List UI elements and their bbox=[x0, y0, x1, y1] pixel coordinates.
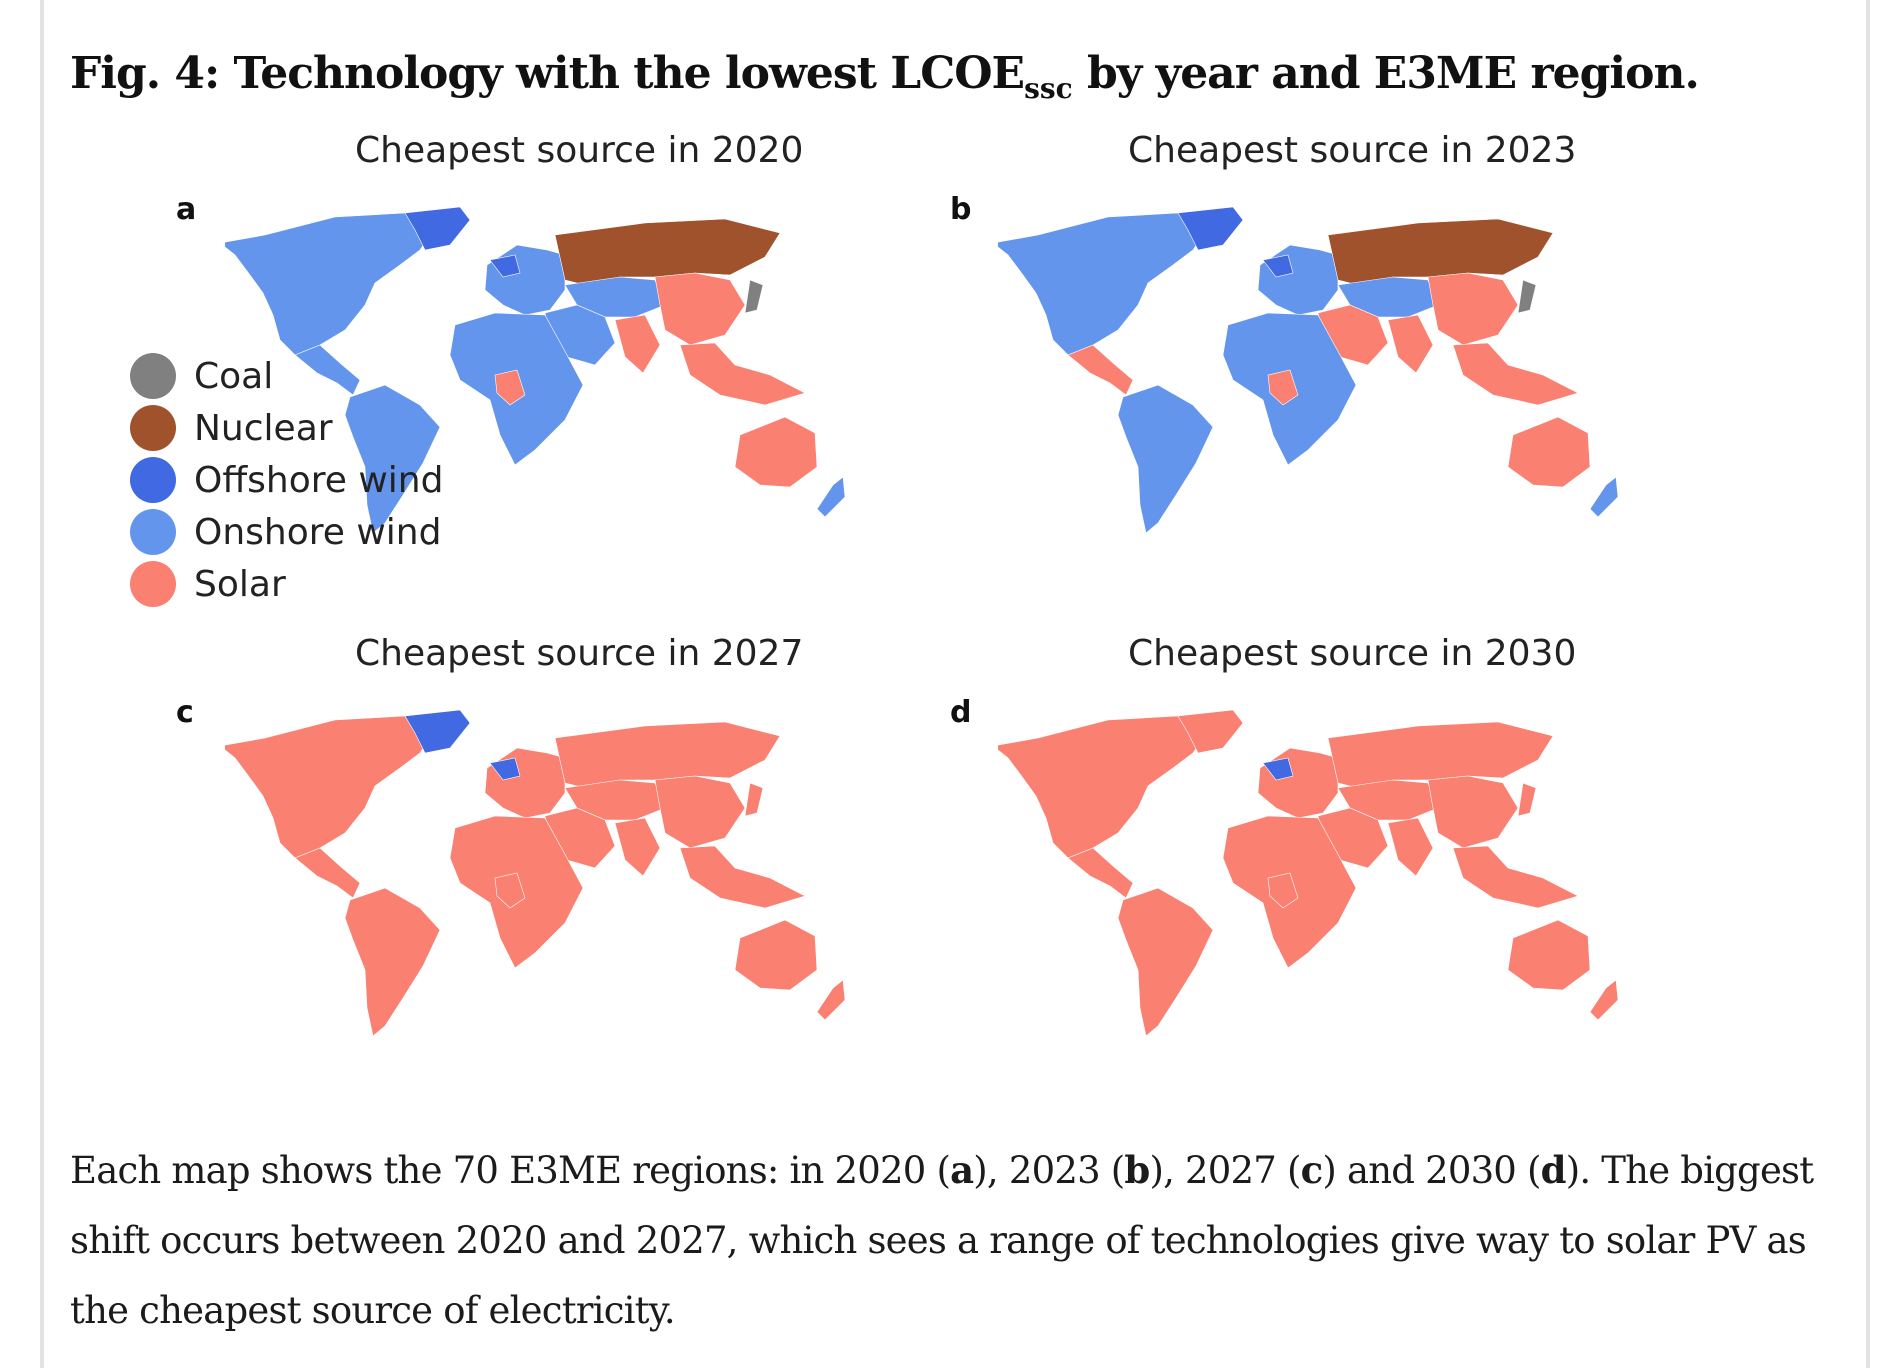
region-europe bbox=[484, 244, 566, 316]
region-north-america bbox=[225, 715, 436, 859]
region-north-america bbox=[998, 212, 1209, 356]
region-south-america bbox=[344, 384, 441, 534]
region-south-america bbox=[344, 887, 441, 1037]
region-north-sea bbox=[1262, 254, 1294, 278]
region-south-america bbox=[1117, 887, 1214, 1037]
region-greenland bbox=[1177, 709, 1244, 754]
region-southeast-asia bbox=[1452, 845, 1579, 909]
region-central-america bbox=[1067, 344, 1134, 396]
legend-label: Coal bbox=[194, 355, 274, 397]
legend-item-solar: Solar bbox=[130, 558, 443, 610]
region-north-sea bbox=[489, 254, 521, 278]
region-central-america bbox=[1067, 847, 1134, 899]
region-north-america bbox=[998, 715, 1209, 859]
region-australia bbox=[734, 919, 818, 991]
region-greenland bbox=[1177, 206, 1244, 251]
region-southern-central-africa bbox=[494, 872, 526, 909]
region-central-america bbox=[294, 344, 361, 396]
map-2030 bbox=[998, 709, 1619, 1037]
region-japan bbox=[744, 279, 764, 314]
panel-a-letter: a bbox=[176, 192, 197, 227]
nuclear-swatch-icon bbox=[130, 405, 176, 451]
coal-swatch-icon bbox=[130, 353, 176, 399]
legend-item-onshore-wind: Onshore wind bbox=[130, 506, 443, 558]
region-china bbox=[654, 775, 746, 849]
panel-d-letter: d bbox=[950, 695, 972, 730]
map-2027 bbox=[225, 709, 846, 1037]
region-new-zealand bbox=[816, 979, 846, 1021]
region-south-asia bbox=[614, 314, 661, 374]
legend-label: Onshore wind bbox=[194, 511, 442, 553]
region-china bbox=[654, 272, 746, 346]
region-greenland bbox=[404, 709, 471, 754]
legend-label: Offshore wind bbox=[194, 459, 444, 501]
region-japan bbox=[744, 782, 764, 817]
region-south-america bbox=[1117, 384, 1214, 534]
region-china bbox=[1427, 272, 1519, 346]
region-south-asia bbox=[1387, 314, 1434, 374]
legend-item-nuclear: Nuclear bbox=[130, 402, 443, 454]
offshore-wind-swatch-icon bbox=[130, 457, 176, 503]
region-north-sea bbox=[489, 757, 521, 781]
figure-caption: Each map shows the 70 E3ME regions: in 2… bbox=[70, 1148, 1814, 1332]
region-new-zealand bbox=[816, 476, 846, 518]
legend-label: Nuclear bbox=[194, 407, 333, 449]
region-europe bbox=[1257, 747, 1339, 819]
region-australia bbox=[734, 416, 818, 488]
region-southern-central-africa bbox=[1267, 369, 1299, 406]
region-southern-central-africa bbox=[494, 369, 526, 406]
region-russia bbox=[1327, 721, 1554, 789]
panel-b-letter: b bbox=[950, 192, 972, 227]
legend-item-offshore-wind: Offshore wind bbox=[130, 454, 443, 506]
region-southeast-asia bbox=[679, 845, 806, 909]
region-new-zealand bbox=[1589, 979, 1619, 1021]
region-australia bbox=[1507, 416, 1591, 488]
region-south-asia bbox=[1387, 817, 1434, 877]
region-north-sea bbox=[1262, 757, 1294, 781]
region-north-america bbox=[225, 212, 436, 356]
region-south-asia bbox=[614, 817, 661, 877]
region-japan bbox=[1517, 279, 1537, 314]
map-2023 bbox=[998, 206, 1619, 534]
panel-c-title: Cheapest source in 2027 bbox=[355, 633, 804, 674]
map-legend: Coal Nuclear Offshore wind Onshore wind … bbox=[130, 350, 443, 610]
solar-swatch-icon bbox=[130, 561, 176, 607]
panel-d-title: Cheapest source in 2030 bbox=[1128, 633, 1577, 674]
region-greenland bbox=[404, 206, 471, 251]
region-southern-central-africa bbox=[1267, 872, 1299, 909]
region-russia bbox=[1327, 218, 1554, 286]
region-russia bbox=[554, 218, 781, 286]
region-central-america bbox=[294, 847, 361, 899]
figure-title: Fig. 4: Technology with the lowest LCOEs… bbox=[70, 48, 1700, 105]
region-europe bbox=[484, 747, 566, 819]
region-southeast-asia bbox=[679, 342, 806, 406]
panel-c-letter: c bbox=[176, 695, 194, 730]
left-border bbox=[40, 0, 44, 1368]
panel-b-title: Cheapest source in 2023 bbox=[1128, 130, 1577, 171]
region-southeast-asia bbox=[1452, 342, 1579, 406]
region-europe bbox=[1257, 244, 1339, 316]
right-border bbox=[1866, 0, 1870, 1368]
region-new-zealand bbox=[1589, 476, 1619, 518]
region-china bbox=[1427, 775, 1519, 849]
region-japan bbox=[1517, 782, 1537, 817]
onshore-wind-swatch-icon bbox=[130, 509, 176, 555]
legend-label: Solar bbox=[194, 563, 286, 605]
legend-item-coal: Coal bbox=[130, 350, 443, 402]
region-australia bbox=[1507, 919, 1591, 991]
region-russia bbox=[554, 721, 781, 789]
map-2020 bbox=[225, 206, 846, 534]
panel-a-title: Cheapest source in 2020 bbox=[355, 130, 804, 171]
